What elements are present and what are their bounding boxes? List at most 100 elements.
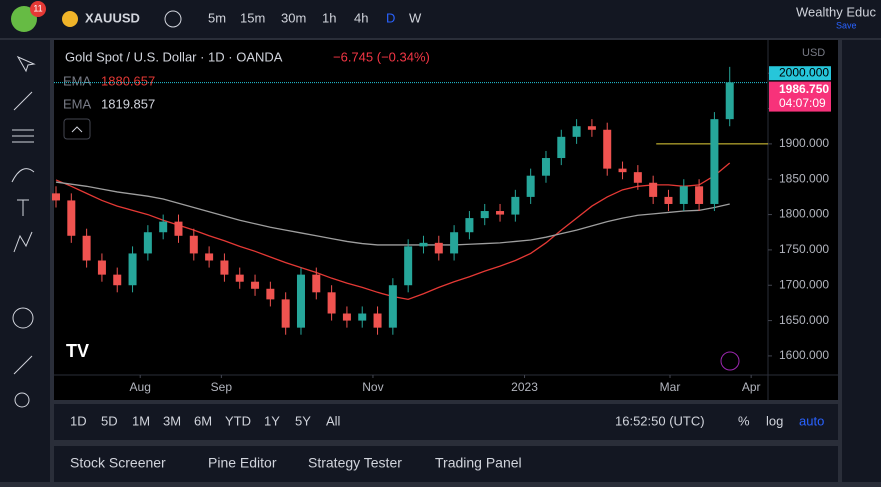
candle-body [327,292,336,314]
bottom-tab[interactable]: Strategy Tester [308,455,402,471]
price-label: 1900.000 [779,136,829,150]
candle-body [251,281,260,289]
candle-body [67,200,76,236]
timeframe[interactable]: W [409,10,422,25]
bottom-tab[interactable]: Pine Editor [208,455,277,471]
candle-body [189,235,198,254]
logo[interactable] [11,6,37,32]
time-label: Sep [211,380,233,394]
candle-body [511,196,520,215]
top-bar [0,0,881,38]
candle-body [312,274,321,293]
timeframe[interactable]: 5m [208,10,226,25]
range-button[interactable]: 1M [132,413,150,428]
bars [51,66,734,335]
last-price-label: 1986.750 [779,82,829,96]
ema-value: 1880.657 [101,73,155,88]
candle-body [281,299,290,328]
price-label: 1750.000 [779,242,829,256]
candle-body [496,211,505,215]
candle-body [618,168,627,173]
candle-body [235,274,244,282]
log-toggle[interactable]: log [766,413,783,428]
candle-body [633,172,642,183]
bottom-tab[interactable]: Stock Screener [70,455,166,471]
candle-body [388,285,397,328]
candle-body [664,196,673,204]
candle-body [541,158,550,176]
range-button[interactable]: 5D [101,413,118,428]
candle-body [143,232,152,254]
save[interactable]: Save [836,20,857,30]
price-marker-2000 [769,66,831,81]
timeframe[interactable]: D [386,10,395,25]
ema-line [55,181,730,246]
ema-value: 1819.857 [101,96,155,111]
right-toolbar [842,40,881,482]
time-label: Mar [660,380,681,394]
price-label: 1600.000 [779,348,829,362]
candle-body [526,175,535,197]
auto-toggle[interactable]: auto [799,413,824,428]
last-price-box [769,81,831,112]
candle-body [266,288,275,300]
ema-name: EMA [63,96,92,111]
badge-count: 11 [33,3,42,13]
chart-pane [54,40,838,400]
legend-title: Gold Spot / U.S. Dollar · 1D · OANDA [65,49,283,64]
candle-body [296,274,305,328]
badge [30,1,46,17]
candle-body [434,242,443,254]
collapse-button[interactable] [63,118,91,140]
event-icon[interactable] [720,351,740,371]
candle-body [82,235,91,261]
price-label: 1700.000 [779,277,829,291]
left-toolbar [0,40,50,482]
legend-change: −6.745 (−0.34%) [333,49,430,64]
timeframe[interactable]: 30m [281,10,306,25]
candle-body [404,246,413,286]
time-label: Aug [130,380,151,394]
timeframe[interactable]: 4h [354,10,368,25]
account[interactable]: Wealthy Educ [796,4,876,19]
candle-body [97,260,106,275]
candle-body [725,82,734,120]
timeframe[interactable]: 15m [240,10,265,25]
candle-body [572,126,581,137]
price-label: 1850.000 [779,171,829,185]
price-label: 1800.000 [779,207,829,221]
left-icons [11,55,36,408]
range-button[interactable]: 1D [70,413,87,428]
candle-body [174,221,183,236]
candle-body [419,242,428,247]
range-button[interactable]: All [326,413,341,428]
candle-body [373,313,382,328]
add-symbol[interactable] [164,10,182,28]
symbol[interactable]: XAUUSD [85,10,140,25]
tv-logo: TV [66,341,89,361]
clock: 16:52:50 (UTC) [615,413,705,428]
range-button[interactable]: 3M [163,413,181,428]
currency[interactable]: USD [802,47,825,59]
range-button[interactable]: 6M [194,413,212,428]
timeframe[interactable]: 1h [322,10,336,25]
percent-toggle[interactable]: % [738,413,750,428]
ema-name: EMA [63,73,92,88]
collapse-icon [71,126,83,133]
candle-body [342,313,351,321]
range-bar [54,404,838,440]
range-button[interactable]: 5Y [295,413,311,428]
bottom-tab[interactable]: Trading Panel [435,455,522,471]
candle-body [220,260,229,275]
candle-body [128,253,137,286]
range-button[interactable]: YTD [225,413,251,428]
price-label: 1650.000 [779,313,829,327]
candle-body [649,182,658,197]
bottom-panel [54,446,838,482]
range-button[interactable]: 1Y [264,413,280,428]
symbol-icon [62,11,78,27]
candle-body [51,193,60,201]
ema-legend: EMA 1880.657 EMA 1819.857 [63,73,155,111]
candle-body [557,136,566,159]
